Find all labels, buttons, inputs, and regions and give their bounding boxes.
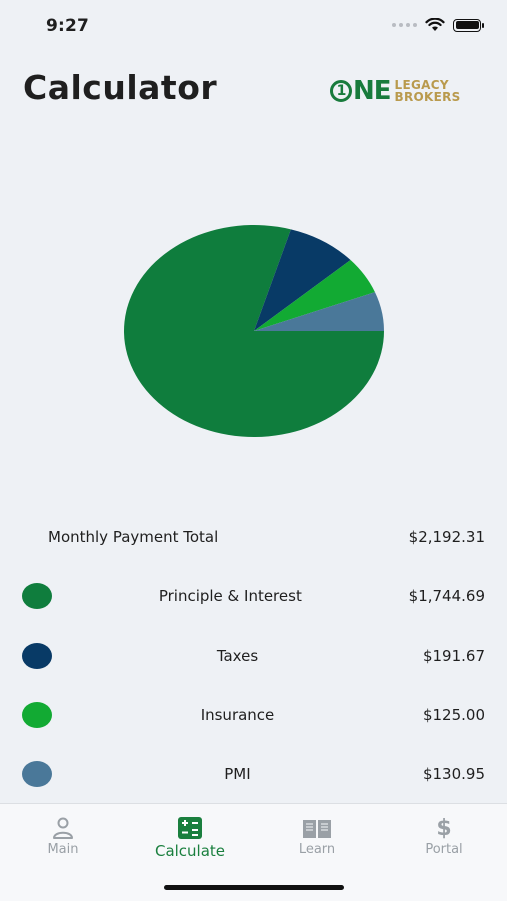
pie-slice-pmi xyxy=(254,292,384,331)
tab-calculate[interactable]: Calculate xyxy=(127,814,253,860)
tab-bar: Main Calculate Learn $ Portal xyxy=(0,803,507,901)
logo-one-circle-icon: 1 xyxy=(330,80,352,102)
logo-one: 1 NE xyxy=(330,76,392,106)
legend-value: $125.00 xyxy=(422,706,485,724)
logo-word-legacy: LEGACY xyxy=(394,78,449,92)
brand-logo: 1 NE LEGACY BROKERS xyxy=(330,76,461,106)
dollar-icon: $ xyxy=(436,815,452,841)
legend-dot-taxes xyxy=(22,643,52,669)
tab-learn-label: Learn xyxy=(298,842,336,857)
page-title: Calculator xyxy=(23,68,218,107)
book-icon xyxy=(303,820,331,838)
home-indicator xyxy=(164,885,344,890)
pie-slice-taxes xyxy=(254,229,351,331)
signal-dots-icon xyxy=(392,23,417,27)
legend-row-principle-interest: Principle & Interest $1,744.69 xyxy=(22,582,485,610)
monthly-payment-total-row: Monthly Payment Total $2,192.31 xyxy=(48,528,485,546)
summary-value: $2,192.31 xyxy=(408,528,485,546)
calculator-icon xyxy=(178,817,202,839)
person-icon xyxy=(53,817,73,839)
status-bar: 9:27 xyxy=(0,0,507,54)
pie-slice-insurance xyxy=(254,260,375,331)
tab-portal-label: Portal xyxy=(425,842,463,857)
payment-pie-chart xyxy=(124,224,385,437)
battery-icon xyxy=(453,18,484,32)
tab-calculate-label: Calculate xyxy=(154,842,226,860)
legend-dot-principle-interest xyxy=(22,583,52,609)
tab-portal[interactable]: $ Portal xyxy=(381,814,507,858)
legend-row-taxes: Taxes $191.67 xyxy=(22,642,485,670)
legend-value: $130.95 xyxy=(422,765,485,783)
legend-dot-pmi xyxy=(22,761,52,787)
summary-label: Monthly Payment Total xyxy=(48,528,219,546)
legend-value: $191.67 xyxy=(422,647,485,665)
status-icons xyxy=(392,18,484,32)
legend-row-pmi: PMI $130.95 xyxy=(22,760,485,788)
tab-main-label: Main xyxy=(47,842,79,857)
legend-label: Insurance xyxy=(200,706,275,724)
tab-main[interactable]: Main xyxy=(0,814,126,857)
legend-label: Principle & Interest xyxy=(158,587,302,605)
legend-label: PMI xyxy=(224,765,251,783)
status-time: 9:27 xyxy=(46,16,90,36)
logo-words: LEGACY BROKERS xyxy=(395,79,461,103)
legend-label: Taxes xyxy=(216,647,259,665)
logo-word-brokers: BROKERS xyxy=(394,90,461,104)
logo-one-text: NE xyxy=(353,76,392,106)
wifi-icon xyxy=(425,18,445,31)
legend-value: $1,744.69 xyxy=(408,587,485,605)
legend-row-insurance: Insurance $125.00 xyxy=(22,701,485,729)
legend-dot-insurance xyxy=(22,702,52,728)
tab-learn[interactable]: Learn xyxy=(254,814,380,857)
